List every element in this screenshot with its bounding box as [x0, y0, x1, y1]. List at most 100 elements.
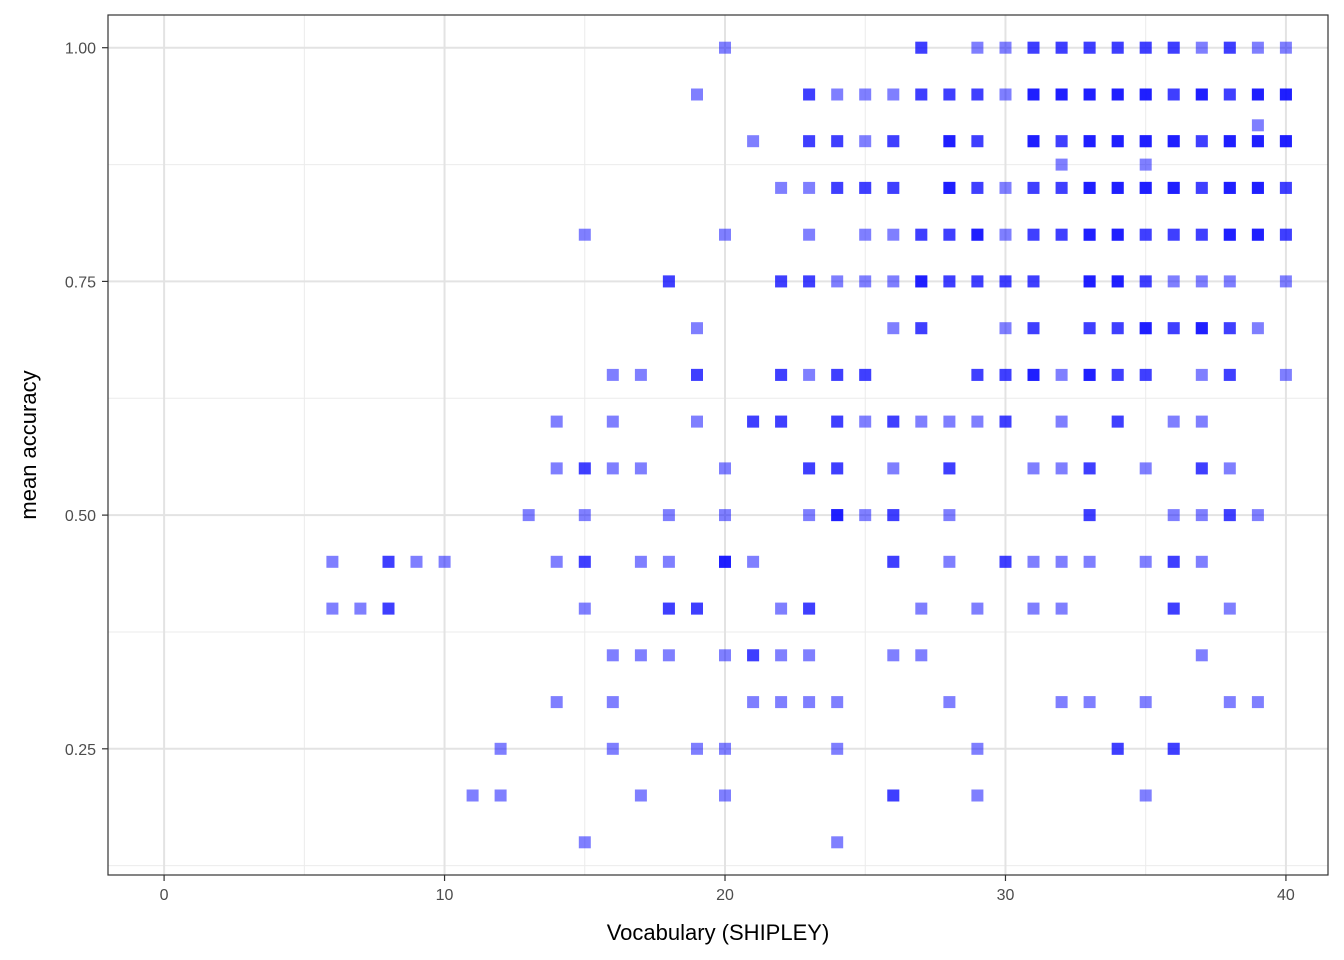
data-point	[1279, 41, 1292, 54]
data-point	[1195, 368, 1208, 381]
data-point	[719, 228, 731, 241]
x-tick-label: 20	[716, 887, 734, 904]
data-point	[634, 649, 647, 662]
data-point	[1027, 228, 1040, 241]
data-point	[354, 602, 367, 615]
data-point	[803, 368, 816, 381]
y-axis-title: mean accuracy	[16, 370, 41, 519]
data-point	[578, 602, 591, 615]
data-point	[887, 135, 900, 148]
data-point	[859, 509, 872, 522]
data-point	[831, 368, 844, 381]
data-point	[719, 462, 731, 475]
data-point	[887, 228, 900, 241]
data-point	[1111, 742, 1124, 755]
data-point	[887, 555, 900, 568]
data-point	[662, 602, 675, 615]
data-point	[410, 555, 423, 568]
data-point	[1251, 228, 1264, 241]
data-point	[831, 509, 844, 522]
data-point	[747, 696, 760, 709]
data-point	[578, 462, 591, 475]
data-point	[1251, 88, 1264, 101]
x-tick-label: 0	[160, 887, 169, 904]
data-point	[691, 742, 703, 755]
data-point	[1167, 742, 1180, 755]
data-point	[719, 509, 731, 522]
data-point	[1083, 228, 1096, 241]
data-point	[1195, 275, 1208, 288]
x-axis: 0 10 20 30 40	[160, 875, 1295, 904]
data-point	[999, 181, 1012, 194]
data-point	[999, 322, 1012, 335]
data-point	[1139, 228, 1152, 241]
data-point	[578, 555, 591, 568]
data-point	[1027, 181, 1040, 194]
data-point	[662, 649, 675, 662]
major-gridlines	[108, 15, 1328, 875]
data-point	[1027, 602, 1040, 615]
data-point	[915, 275, 928, 288]
panel-background	[108, 15, 1328, 875]
data-point	[1111, 322, 1124, 335]
data-point	[915, 415, 928, 428]
data-point	[1279, 368, 1292, 381]
data-point	[1139, 41, 1152, 54]
data-point	[887, 322, 900, 335]
data-point	[578, 509, 591, 522]
data-point	[691, 415, 703, 428]
data-point	[747, 415, 760, 428]
data-point	[1055, 88, 1068, 101]
data-point	[494, 789, 507, 802]
data-point	[1111, 415, 1124, 428]
data-point	[1167, 228, 1180, 241]
data-point	[1279, 228, 1292, 241]
data-point	[915, 602, 928, 615]
data-point	[1251, 509, 1264, 522]
data-point	[1055, 181, 1068, 194]
x-axis-title: Vocabulary (SHIPLEY)	[607, 920, 830, 945]
data-point	[606, 742, 619, 755]
data-point	[1223, 41, 1236, 54]
data-point	[1083, 462, 1096, 475]
data-point	[466, 789, 479, 802]
data-point	[831, 742, 844, 755]
data-point	[578, 836, 591, 849]
data-point	[634, 789, 647, 802]
data-point	[859, 368, 872, 381]
data-point	[999, 41, 1012, 54]
data-point	[494, 742, 507, 755]
data-point	[1139, 158, 1152, 171]
data-point	[859, 135, 872, 148]
data-point	[691, 602, 703, 615]
data-point	[1195, 322, 1208, 335]
data-point	[1139, 275, 1152, 288]
data-point	[606, 415, 619, 428]
data-point	[1111, 135, 1124, 148]
data-point	[831, 135, 844, 148]
data-point	[999, 275, 1012, 288]
data-point	[1223, 181, 1236, 194]
data-point	[634, 555, 647, 568]
data-point	[1111, 228, 1124, 241]
data-point	[747, 135, 760, 148]
data-point	[606, 368, 619, 381]
data-point	[831, 181, 844, 194]
data-point	[1083, 275, 1096, 288]
data-point	[1167, 322, 1180, 335]
data-point	[1083, 555, 1096, 568]
data-point	[859, 228, 872, 241]
data-point	[1251, 119, 1264, 132]
data-point	[943, 462, 956, 475]
data-point	[578, 228, 591, 241]
data-point	[662, 275, 675, 288]
data-point	[943, 181, 956, 194]
data-point	[1027, 462, 1040, 475]
data-point	[775, 696, 788, 709]
data-point	[999, 415, 1012, 428]
data-point	[1111, 88, 1124, 101]
data-point	[775, 649, 788, 662]
data-point	[915, 228, 928, 241]
data-point	[887, 415, 900, 428]
